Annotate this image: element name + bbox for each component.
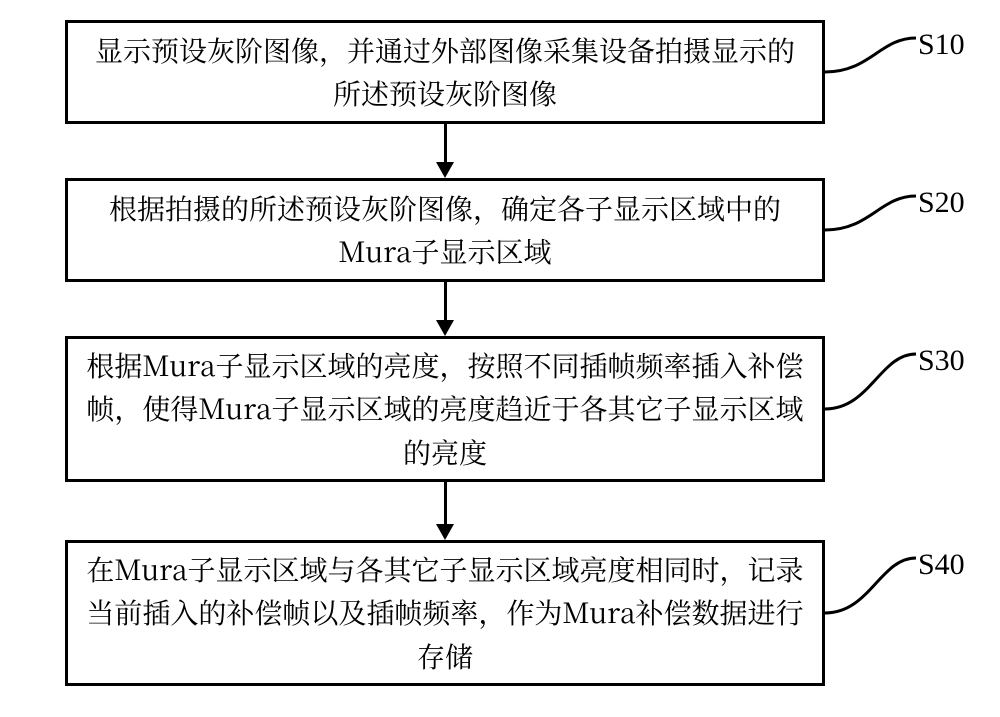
label-connectors <box>0 0 1000 717</box>
flowchart-canvas: 显示预设灰阶图像，并通过外部图像采集设备拍摄显示的所述预设灰阶图像 S10 根据… <box>0 0 1000 717</box>
